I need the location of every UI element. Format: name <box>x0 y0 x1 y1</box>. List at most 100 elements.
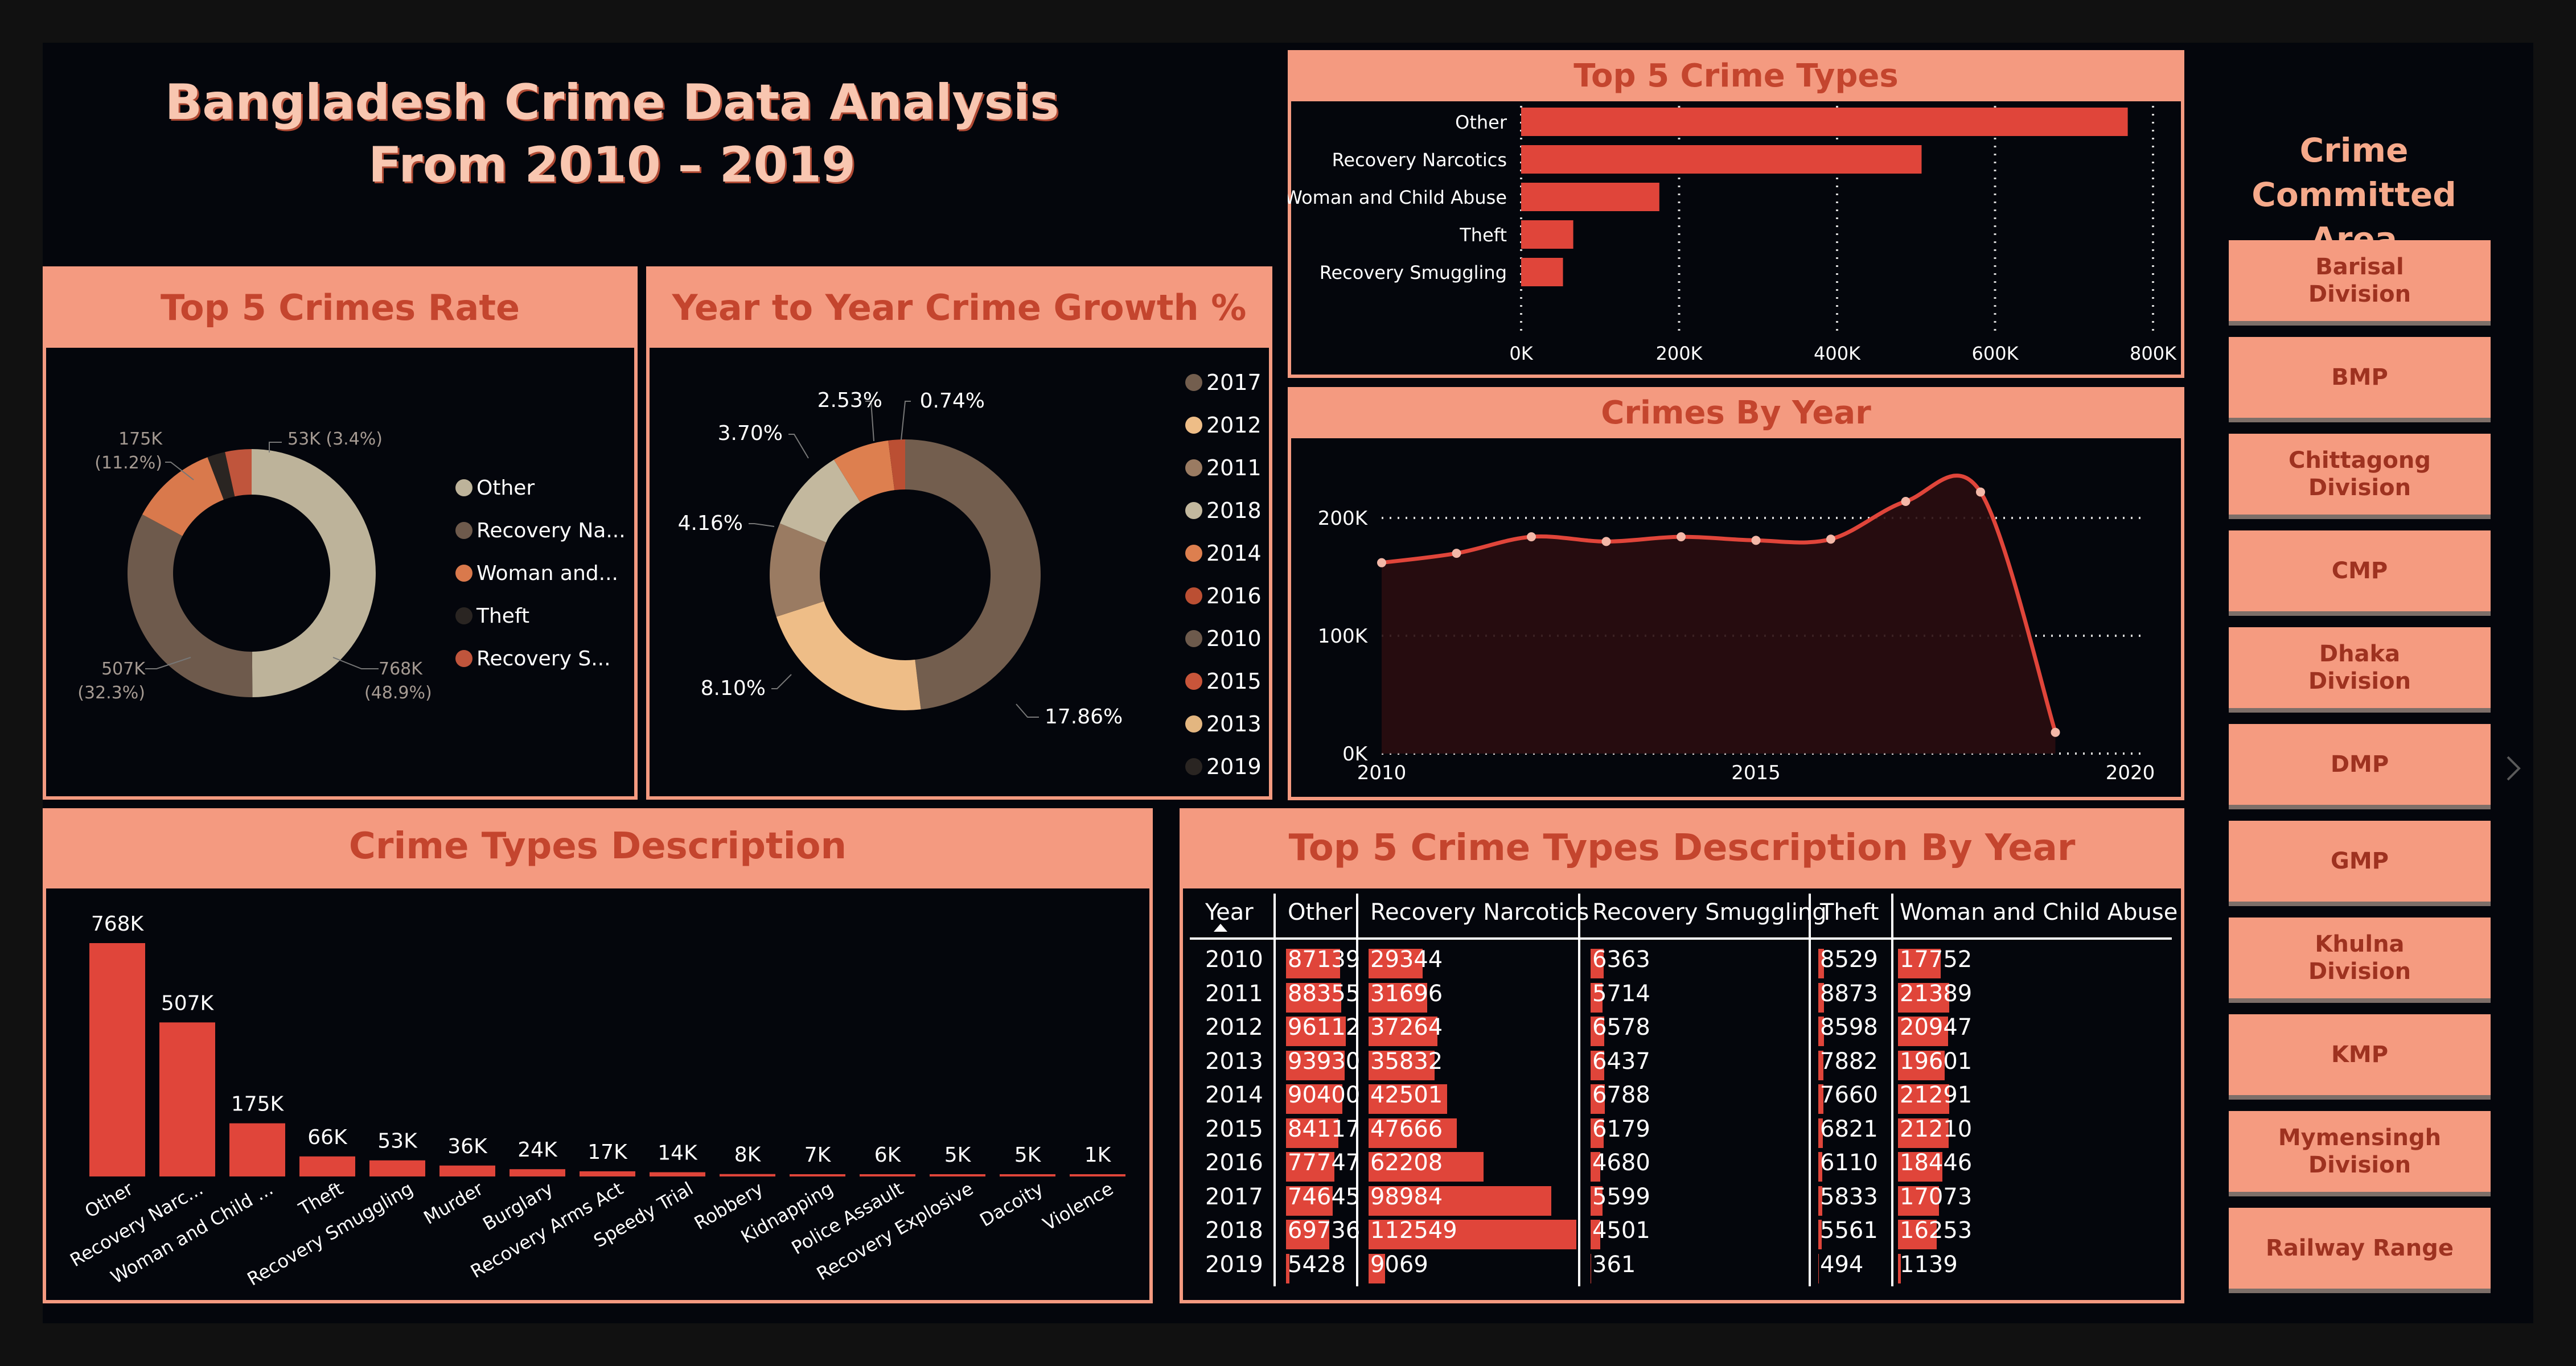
slicer-item[interactable]: Khulna Division <box>2229 917 2491 1003</box>
table-cell: 2013 <box>1205 1048 1263 1075</box>
bar <box>299 1156 355 1176</box>
title-line-1: Bangladesh Crime Data Analysis <box>165 74 1059 131</box>
data-bar <box>1818 1220 1822 1249</box>
table-cell: 2015 <box>1205 1116 1263 1142</box>
data-bar <box>1369 982 1427 1013</box>
growth-panel <box>646 344 1272 800</box>
slicer-item[interactable]: BMP <box>2229 337 2491 422</box>
data-label: 8.10% <box>701 677 766 700</box>
data-bar <box>1898 1152 1942 1182</box>
bar <box>930 1174 985 1176</box>
column-header: Theft <box>1820 899 1879 925</box>
table-cell: 31696 <box>1370 980 1443 1007</box>
leader-line <box>165 462 194 480</box>
slicer-item-label: Railway Range <box>2266 1235 2454 1261</box>
by-year-header: Crimes By Year <box>1288 387 2184 439</box>
data-bar <box>1286 1220 1330 1249</box>
legend-label: Theft <box>476 604 529 628</box>
by-year-chart: 0K 100K 200K 2010 2015 2020 <box>1318 474 2155 784</box>
column-separator <box>1273 894 1276 1286</box>
data-bar <box>1818 1186 1822 1216</box>
table-cell: 21291 <box>1900 1082 1973 1108</box>
table-cell: 7882 <box>1820 1048 1878 1075</box>
column-header: Recovery Smuggling <box>1592 899 1827 925</box>
x-tick-label: 200K <box>1655 343 1703 364</box>
table-cell: 29344 <box>1370 947 1443 973</box>
data-bar <box>1591 1118 1604 1148</box>
table-cell: 2012 <box>1205 1014 1263 1040</box>
x-tick-label: Theft <box>294 1178 347 1220</box>
data-point <box>1452 549 1461 558</box>
data-bar <box>1369 1084 1447 1114</box>
donut-slice <box>833 440 895 503</box>
data-point <box>1976 487 1985 497</box>
data-bar <box>1286 1186 1333 1216</box>
bar <box>510 1169 565 1176</box>
table-cell: 96112 <box>1288 1014 1361 1040</box>
legend-label: 2017 <box>1206 370 1262 395</box>
table-cell: 84117 <box>1288 1116 1361 1142</box>
by-year-title: Crimes By Year <box>1601 394 1871 431</box>
slicer-item[interactable]: Mymensingh Division <box>2229 1111 2491 1196</box>
data-bar <box>1286 982 1341 1013</box>
slicer-item[interactable]: Barisal Division <box>2229 240 2491 326</box>
dashboard-title: Bangladesh Crime Data Analysis From 2010… <box>43 71 1181 196</box>
slicer-item[interactable]: Railway Range <box>2229 1208 2491 1293</box>
data-bar <box>1818 1084 1823 1114</box>
slicer-item[interactable]: KMP <box>2229 1014 2491 1100</box>
slicer-item-label: KMP <box>2331 1042 2389 1068</box>
legend-marker <box>1185 673 1202 690</box>
data-bar <box>1286 1253 1289 1283</box>
data-label: 507K <box>101 659 146 679</box>
donut-slice <box>252 449 376 697</box>
donut-slice <box>207 452 235 500</box>
data-label: (11.2%) <box>95 453 162 473</box>
data-bar <box>1591 1186 1603 1216</box>
slicer-item[interactable]: GMP <box>2229 821 2491 906</box>
slicer-item[interactable]: Chittagong Division <box>2229 434 2491 519</box>
column-separator <box>1891 894 1893 1286</box>
data-bar <box>1818 949 1824 978</box>
table-cell: 6179 <box>1592 1116 1650 1142</box>
data-bar <box>1369 1118 1457 1148</box>
table-cell: 5561 <box>1820 1217 1878 1244</box>
types-desc-header: Crime Types Description <box>43 808 1153 891</box>
table-cell: 18446 <box>1900 1150 1973 1176</box>
data-label: 5K <box>1014 1143 1042 1167</box>
data-label: 8K <box>734 1143 762 1167</box>
data-label: 4.16% <box>678 512 743 535</box>
crimes-rate-donut: 768K (48.9%) 507K (32.3%) 175K (11.2%) 53K (3.… <box>77 429 625 703</box>
slicer-item-label: BMP <box>2331 364 2388 390</box>
bar <box>1521 183 1659 211</box>
bar <box>650 1172 705 1176</box>
table-cell: 98984 <box>1370 1183 1443 1210</box>
slicer-item-label: GMP <box>2331 848 2389 874</box>
table-cell: 6363 <box>1592 947 1650 973</box>
top5-types-title: Top 5 Crime Types <box>1573 57 1899 94</box>
slicer-item[interactable]: Dhaka Division <box>2229 627 2491 713</box>
data-bar <box>1369 1186 1551 1216</box>
leader-line <box>1016 703 1039 718</box>
chevron-right-icon[interactable] <box>2502 751 2525 785</box>
types-desc-panel <box>43 885 1153 1303</box>
x-tick-label: Violence <box>1039 1178 1117 1235</box>
data-label: 36K <box>447 1135 488 1158</box>
slicer-item[interactable]: CMP <box>2229 530 2491 616</box>
data-bar <box>1898 1017 1949 1046</box>
legend-marker <box>1185 715 1202 733</box>
legend-label: 2018 <box>1206 498 1262 523</box>
table-cell: 5428 <box>1288 1251 1346 1278</box>
table-cell: 8873 <box>1820 980 1878 1007</box>
data-bar <box>1286 1118 1338 1148</box>
line-area <box>1382 475 2056 754</box>
data-label: 3.70% <box>718 422 783 445</box>
bar <box>1521 145 1922 174</box>
table-cell: 5714 <box>1592 980 1650 1007</box>
slicer-item[interactable]: DMP <box>2229 724 2491 809</box>
data-bar <box>1898 1118 1949 1148</box>
data-label: 5K <box>944 1143 972 1167</box>
legend-marker <box>1185 630 1202 647</box>
growth-donut: 17.86% 8.10% 4.16% 3.70% 2.53% 0.74% 2017 2012 2… <box>678 370 1262 779</box>
table-cell: 90400 <box>1288 1082 1361 1108</box>
header-divider <box>1190 937 2172 940</box>
